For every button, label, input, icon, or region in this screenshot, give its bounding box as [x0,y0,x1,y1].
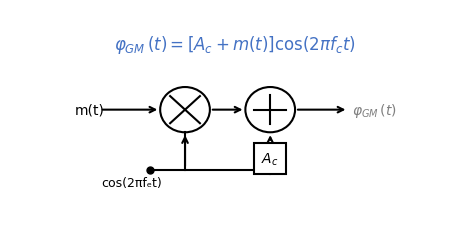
Text: cos(2πfₑt): cos(2πfₑt) [101,176,162,189]
Text: $\varphi_{GM}\,(t)$: $\varphi_{GM}\,(t)$ [352,101,397,119]
Text: $A_c$: $A_c$ [262,151,279,167]
Text: m(t): m(t) [75,103,105,117]
Text: $\varphi_{GM}\,(t)=\left[A_c+m(t)\right]\cos(2\pi f_c t)$: $\varphi_{GM}\,(t)=\left[A_c+m(t)\right]… [114,34,356,56]
Bar [254,143,286,174]
